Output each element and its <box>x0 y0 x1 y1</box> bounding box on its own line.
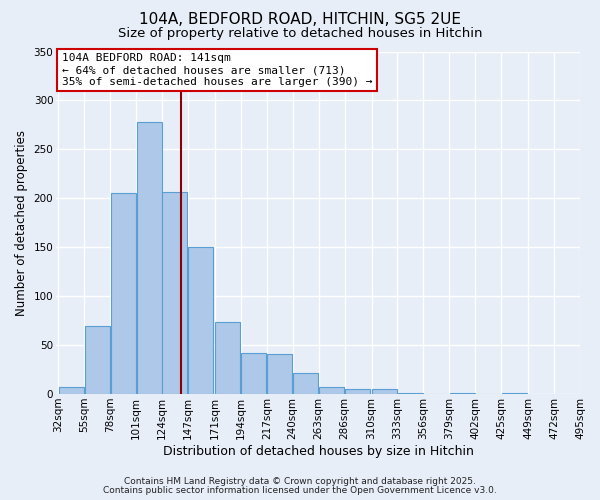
Bar <box>188 247 214 394</box>
Text: Size of property relative to detached houses in Hitchin: Size of property relative to detached ho… <box>118 28 482 40</box>
Bar <box>502 393 527 394</box>
Text: Contains public sector information licensed under the Open Government Licence v3: Contains public sector information licen… <box>103 486 497 495</box>
Bar <box>372 389 397 394</box>
Bar <box>398 393 423 394</box>
Bar <box>163 192 187 394</box>
Bar <box>450 393 475 394</box>
X-axis label: Distribution of detached houses by size in Hitchin: Distribution of detached houses by size … <box>163 444 473 458</box>
Text: 104A BEDFORD ROAD: 141sqm
← 64% of detached houses are smaller (713)
35% of semi: 104A BEDFORD ROAD: 141sqm ← 64% of detac… <box>62 54 372 86</box>
Text: 104A, BEDFORD ROAD, HITCHIN, SG5 2UE: 104A, BEDFORD ROAD, HITCHIN, SG5 2UE <box>139 12 461 28</box>
Bar <box>137 122 161 394</box>
Bar <box>241 353 266 394</box>
Bar <box>59 387 84 394</box>
Bar <box>110 194 136 394</box>
Bar <box>85 326 110 394</box>
Text: Contains HM Land Registry data © Crown copyright and database right 2025.: Contains HM Land Registry data © Crown c… <box>124 477 476 486</box>
Bar <box>267 354 292 394</box>
Bar <box>319 387 344 394</box>
Bar <box>293 372 318 394</box>
Bar <box>345 389 370 394</box>
Y-axis label: Number of detached properties: Number of detached properties <box>15 130 28 316</box>
Bar <box>215 322 241 394</box>
